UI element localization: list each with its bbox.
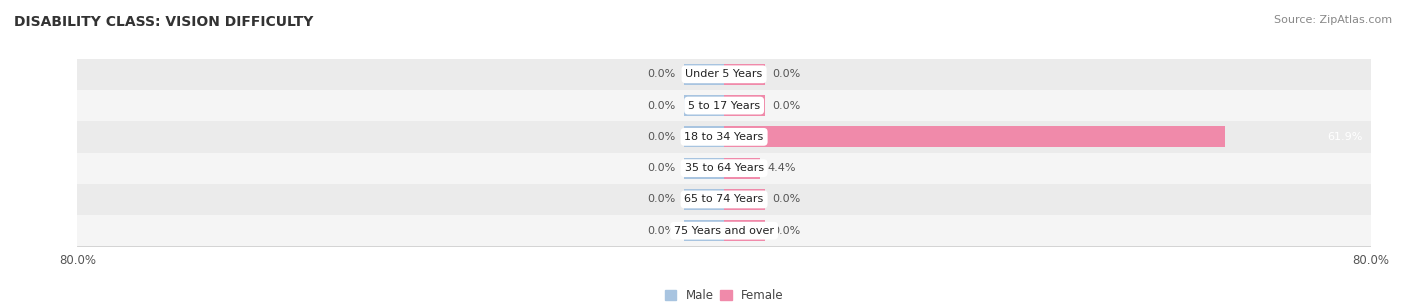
Bar <box>724 126 1225 148</box>
Bar <box>724 157 759 179</box>
Text: 65 to 74 Years: 65 to 74 Years <box>685 194 763 204</box>
Text: Source: ZipAtlas.com: Source: ZipAtlas.com <box>1274 15 1392 25</box>
Text: 0.0%: 0.0% <box>647 163 676 173</box>
Text: 0.0%: 0.0% <box>773 194 801 204</box>
Bar <box>77 184 1371 215</box>
Bar <box>77 59 1371 90</box>
Bar <box>683 126 724 148</box>
Text: 35 to 64 Years: 35 to 64 Years <box>685 163 763 173</box>
Bar <box>683 64 724 85</box>
Bar <box>77 215 1371 246</box>
Text: 0.0%: 0.0% <box>647 101 676 111</box>
Bar <box>683 189 724 210</box>
Text: 75 Years and over: 75 Years and over <box>673 226 775 236</box>
Text: Under 5 Years: Under 5 Years <box>686 69 762 79</box>
Bar <box>77 121 1371 152</box>
Bar <box>77 90 1371 121</box>
Bar <box>683 95 724 116</box>
Bar <box>724 64 765 85</box>
Text: 0.0%: 0.0% <box>773 101 801 111</box>
Text: 0.0%: 0.0% <box>647 69 676 79</box>
Bar <box>683 157 724 179</box>
Text: 0.0%: 0.0% <box>647 226 676 236</box>
Text: 0.0%: 0.0% <box>647 194 676 204</box>
Text: DISABILITY CLASS: VISION DIFFICULTY: DISABILITY CLASS: VISION DIFFICULTY <box>14 15 314 29</box>
Bar <box>683 220 724 241</box>
Text: 0.0%: 0.0% <box>773 69 801 79</box>
Bar <box>724 189 765 210</box>
Text: 0.0%: 0.0% <box>773 226 801 236</box>
Text: 18 to 34 Years: 18 to 34 Years <box>685 132 763 142</box>
Text: 4.4%: 4.4% <box>768 163 796 173</box>
Bar <box>77 152 1371 184</box>
Legend: Male, Female: Male, Female <box>659 284 789 305</box>
Text: 61.9%: 61.9% <box>1327 132 1362 142</box>
Text: 5 to 17 Years: 5 to 17 Years <box>688 101 761 111</box>
Bar <box>724 220 765 241</box>
Text: 0.0%: 0.0% <box>647 132 676 142</box>
Bar <box>724 95 765 116</box>
